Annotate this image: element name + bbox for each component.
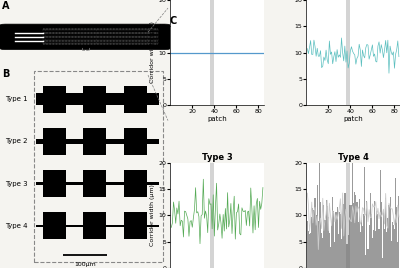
Bar bbox=[66, 93, 84, 105]
Bar bbox=[147, 93, 159, 105]
Bar bbox=[124, 128, 147, 155]
Y-axis label: Corridor width (μm): Corridor width (μm) bbox=[150, 184, 155, 246]
Bar bbox=[210, 0, 214, 105]
Bar bbox=[346, 0, 350, 105]
Y-axis label: Corridor width (μm): Corridor width (μm) bbox=[150, 22, 155, 84]
Bar bbox=[106, 93, 124, 105]
Bar bbox=[66, 139, 84, 144]
Bar bbox=[36, 182, 42, 185]
Bar bbox=[106, 139, 124, 144]
X-axis label: patch: patch bbox=[207, 116, 227, 122]
Bar bbox=[84, 128, 106, 155]
Bar bbox=[124, 212, 147, 239]
Bar bbox=[42, 212, 66, 239]
Text: C: C bbox=[170, 16, 177, 27]
Bar bbox=[147, 182, 159, 185]
Title: Type 4: Type 4 bbox=[338, 153, 368, 162]
Bar bbox=[66, 225, 84, 227]
Text: A: A bbox=[2, 1, 9, 11]
Bar bbox=[42, 128, 66, 155]
Text: B: B bbox=[2, 69, 9, 79]
Text: Type 4: Type 4 bbox=[5, 223, 27, 229]
Bar bbox=[36, 225, 42, 227]
Bar bbox=[36, 139, 42, 144]
Bar bbox=[147, 139, 159, 144]
Bar bbox=[210, 163, 214, 268]
Bar bbox=[106, 182, 124, 185]
Bar bbox=[124, 170, 147, 197]
X-axis label: patch: patch bbox=[343, 116, 363, 122]
FancyBboxPatch shape bbox=[0, 24, 172, 50]
Bar bbox=[147, 225, 159, 227]
Text: 100μm: 100μm bbox=[74, 262, 96, 267]
Text: Type 3: Type 3 bbox=[5, 181, 27, 187]
Bar bbox=[124, 85, 147, 113]
Title: Type 3: Type 3 bbox=[202, 153, 232, 162]
Text: Type 2: Type 2 bbox=[5, 138, 27, 144]
Bar bbox=[346, 163, 350, 268]
Bar bbox=[42, 170, 66, 197]
Bar bbox=[36, 93, 42, 105]
Bar bbox=[84, 170, 106, 197]
Bar bbox=[66, 182, 84, 185]
Text: Type 1: Type 1 bbox=[5, 96, 27, 102]
Bar bbox=[42, 85, 66, 113]
Bar bbox=[106, 225, 124, 227]
Bar bbox=[84, 212, 106, 239]
Bar bbox=[84, 85, 106, 113]
